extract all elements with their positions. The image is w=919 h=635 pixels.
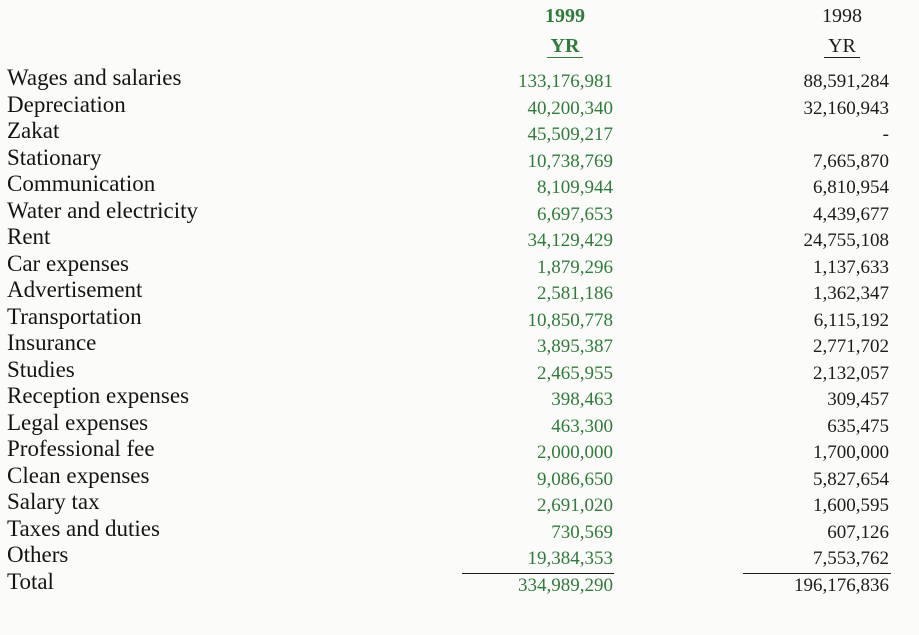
expense-row: Insurance 3,895,387 2,771,702 xyxy=(0,330,919,359)
column-year-1998: 1998 xyxy=(822,5,862,27)
row-label: Studies xyxy=(7,356,75,382)
value-1999: 9,086,650 xyxy=(537,468,613,490)
value-1999: 45,509,217 xyxy=(527,124,614,145)
row-label: Communication xyxy=(7,171,156,196)
value-1999: 6,697,653 xyxy=(537,203,613,225)
expense-row: Communication 8,109,944 6,810,954 xyxy=(0,171,919,200)
expense-row: Reception expenses 398,463 309,457 xyxy=(0,383,919,412)
value-1999: 730,569 xyxy=(551,521,613,543)
value-1998: 309,457 xyxy=(827,389,889,410)
value-1998: 2,771,702 xyxy=(813,336,889,357)
row-label: Legal expenses xyxy=(7,409,149,435)
value-1998: 7,665,870 xyxy=(813,150,889,172)
value-1998: 635,475 xyxy=(827,415,889,437)
value-1998: 6,115,192 xyxy=(813,309,889,331)
value-1998: 24,755,108 xyxy=(803,230,890,251)
value-1998: 1,700,000 xyxy=(813,442,889,463)
expense-row: Studies 2,465,955 2,132,057 xyxy=(0,356,919,386)
row-label: Rent xyxy=(7,224,51,249)
total-rule-1998 xyxy=(743,572,891,574)
value-1998: 32,160,943 xyxy=(803,97,890,119)
value-1999: 34,129,429 xyxy=(527,230,614,251)
expense-row: Stationary 10,738,769 7,665,870 xyxy=(0,144,919,174)
column-unit-1999: YR xyxy=(520,34,610,58)
row-label: Wages and salaries xyxy=(7,65,182,90)
row-label: Insurance xyxy=(7,330,97,355)
expense-row: Car expenses 1,879,296 1,137,633 xyxy=(0,250,919,280)
row-label: Advertisement xyxy=(7,277,143,302)
value-1999: 2,000,000 xyxy=(537,442,613,463)
value-1998: 6,810,954 xyxy=(813,177,889,198)
expense-row: Salary tax 2,691,020 1,600,595 xyxy=(0,489,919,518)
expense-rows: Wages and salaries 133,176,981 88,591,284 D… xyxy=(0,65,919,598)
row-label: Reception expenses xyxy=(7,383,190,408)
row-label: Clean expenses xyxy=(7,462,150,488)
value-1998: 4,439,677 xyxy=(813,203,889,225)
value-1999: 40,200,340 xyxy=(527,97,614,119)
expense-row: Taxes and duties 730,569 607,126 xyxy=(0,515,919,545)
expense-row: Water and electricity 6,697,653 4,439,677 xyxy=(0,197,919,227)
row-label: Taxes and duties xyxy=(7,515,160,541)
value-1998: 1,137,633 xyxy=(813,256,889,278)
row-label: Stationary xyxy=(7,144,102,170)
total-row: Total 334,989,290 196,176,836 xyxy=(0,568,919,598)
value-1999: 8,109,944 xyxy=(537,177,613,198)
row-label: Transportation xyxy=(7,303,142,329)
expense-row: Transportation 10,850,778 6,115,192 xyxy=(0,303,919,333)
expense-row: Clean expenses 9,086,650 5,827,654 xyxy=(0,462,919,492)
value-1998: 2,132,057 xyxy=(813,362,889,384)
value-1999: 3,895,387 xyxy=(537,336,613,357)
expense-row: Wages and salaries 133,176,981 88,591,284 xyxy=(0,65,919,94)
expense-row: Legal expenses 463,300 635,475 xyxy=(0,409,919,439)
value-1999: 2,465,955 xyxy=(537,362,613,384)
value-1999: 19,384,353 xyxy=(527,548,614,569)
value-1999: 2,581,186 xyxy=(537,283,613,304)
row-label: Others xyxy=(7,542,69,567)
expense-row: Zakat 45,509,217 - xyxy=(0,118,919,147)
value-1998: 5,827,654 xyxy=(813,468,889,490)
expense-row: Advertisement 2,581,186 1,362,347 xyxy=(0,277,919,306)
value-1999: 10,738,769 xyxy=(527,150,614,172)
value-1999: 133,176,981 xyxy=(518,71,613,92)
expense-row: Depreciation 40,200,340 32,160,943 xyxy=(0,91,919,121)
value-1999: 1,879,296 xyxy=(537,256,613,278)
column-unit-1998: YR xyxy=(797,34,887,58)
row-label: Depreciation xyxy=(7,91,126,117)
value-1999: 334,989,290 xyxy=(518,574,613,596)
expense-row: Professional fee 2,000,000 1,700,000 xyxy=(0,436,919,465)
row-label: Total xyxy=(7,568,54,594)
value-1998: - xyxy=(882,124,889,145)
expense-row: Others 19,384,353 7,553,762 xyxy=(0,542,919,571)
value-1999: 463,300 xyxy=(551,415,613,437)
row-label: Professional fee xyxy=(7,436,155,461)
value-1998: 7,553,762 xyxy=(813,548,889,569)
expense-row: Rent 34,129,429 24,755,108 xyxy=(0,224,919,253)
value-1999: 2,691,020 xyxy=(537,495,613,516)
value-1998: 1,362,347 xyxy=(813,283,889,304)
value-1999: 10,850,778 xyxy=(527,309,614,331)
column-year-1999: 1999 xyxy=(545,5,585,27)
value-1999: 398,463 xyxy=(551,389,613,410)
value-1998: 1,600,595 xyxy=(813,495,889,516)
row-label: Car expenses xyxy=(7,250,129,276)
row-label: Water and electricity xyxy=(7,197,198,223)
value-1998: 196,176,836 xyxy=(794,574,889,596)
row-label: Zakat xyxy=(7,118,60,143)
row-label: Salary tax xyxy=(7,489,100,514)
total-rule-1999 xyxy=(462,572,614,574)
column-unit-1998-text: YR xyxy=(824,35,860,58)
value-1998: 88,591,284 xyxy=(803,71,890,92)
column-unit-1999-text: YR xyxy=(546,35,584,58)
value-1998: 607,126 xyxy=(827,521,889,543)
